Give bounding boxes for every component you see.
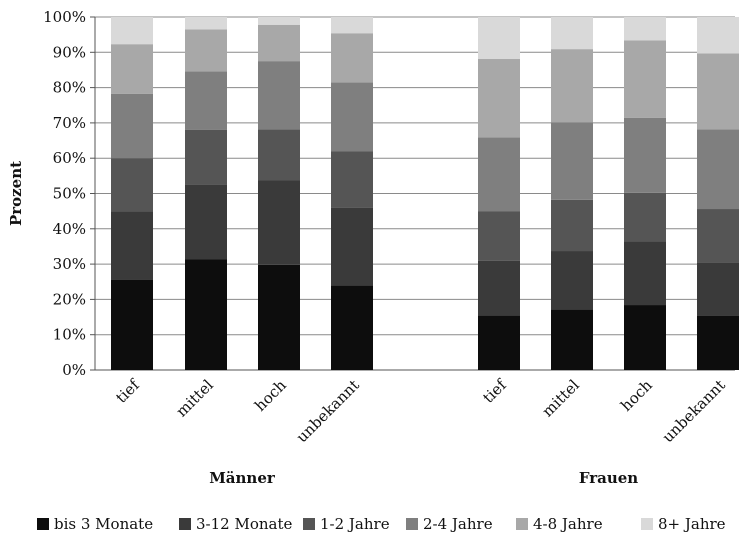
bar-segment-5 <box>258 24 300 62</box>
y-tick-label: 30% <box>53 255 86 273</box>
bar-segment-4 <box>624 117 666 193</box>
legend-label: bis 3 Monate <box>54 515 153 533</box>
bar-segment-6 <box>258 17 300 25</box>
bar-segment-3 <box>258 129 300 181</box>
bar-segment-3 <box>478 211 520 261</box>
y-tick-label: 90% <box>53 43 86 61</box>
bar-segment-3 <box>111 158 153 212</box>
x-group-label: Frauen <box>579 469 638 487</box>
y-tick-label: 80% <box>53 79 86 97</box>
bar-segment-2 <box>624 241 666 306</box>
bar-segment-6 <box>697 17 739 54</box>
bar-segment-6 <box>478 17 520 60</box>
bar-segment-1 <box>697 315 739 370</box>
bar-segment-1 <box>478 315 520 370</box>
legend-label: 2-4 Jahre <box>423 515 493 533</box>
bar-segment-4 <box>185 71 227 130</box>
bar-segment-3 <box>697 209 739 263</box>
bar-segment-4 <box>697 129 739 210</box>
bar-segment-6 <box>185 17 227 30</box>
bar-segment-6 <box>111 17 153 45</box>
bar-segment-5 <box>185 29 227 72</box>
y-tick-label: 70% <box>53 114 86 132</box>
bar-segment-6 <box>624 17 666 41</box>
bar-segment-1 <box>185 259 227 370</box>
bar-segment-5 <box>551 49 593 123</box>
bar-segment-1 <box>258 264 300 370</box>
bar-segment-2 <box>551 251 593 310</box>
bar-segment-2 <box>111 211 153 280</box>
y-axis-title: Prozent <box>7 161 25 226</box>
legend-swatch <box>303 518 315 530</box>
legend-swatch <box>516 518 528 530</box>
bar-segment-6 <box>551 17 593 50</box>
bar-segment-6 <box>331 17 373 34</box>
y-tick-label: 40% <box>53 220 86 238</box>
bar-segment-4 <box>478 137 520 212</box>
y-tick-label: 60% <box>53 149 86 167</box>
bar-segment-1 <box>111 279 153 370</box>
y-tick-label: 10% <box>53 326 86 344</box>
y-tick-label: 20% <box>53 290 86 308</box>
bar-segment-5 <box>478 59 520 138</box>
bar-segment-4 <box>331 82 373 152</box>
bar-segment-2 <box>478 260 520 316</box>
legend-swatch <box>37 518 49 530</box>
y-tick-label: 0% <box>62 361 86 379</box>
x-category-label: mittel <box>538 376 583 421</box>
legend-label: 4-8 Jahre <box>533 515 603 533</box>
y-tick-label: 50% <box>53 185 86 203</box>
x-category-label: unbekannt <box>659 376 729 446</box>
legend-label: 3-12 Monate <box>196 515 292 533</box>
legend-swatch <box>641 518 653 530</box>
bar-segment-2 <box>258 180 300 265</box>
bar-segment-5 <box>111 44 153 94</box>
bar-segment-5 <box>624 40 666 118</box>
x-group-label: Männer <box>209 469 276 487</box>
x-category-label: hoch <box>617 376 656 415</box>
bar-segment-3 <box>551 199 593 252</box>
legend-label: 8+ Jahre <box>658 515 726 533</box>
legend-label: 1-2 Jahre <box>320 515 390 533</box>
legend-swatch <box>179 518 191 530</box>
bar-segment-3 <box>624 192 666 242</box>
bar-segment-1 <box>624 305 666 370</box>
bar-segment-4 <box>111 93 153 159</box>
bar-segment-1 <box>551 309 593 370</box>
bar-segment-4 <box>551 122 593 200</box>
bar-segment-2 <box>185 184 227 260</box>
bar-segment-3 <box>331 151 373 208</box>
bar-segment-2 <box>697 262 739 316</box>
x-category-label: tief <box>479 375 511 407</box>
y-tick-label: 100% <box>43 8 86 26</box>
bar-segment-2 <box>331 207 373 286</box>
bar-segment-5 <box>331 33 373 83</box>
legend-swatch <box>406 518 418 530</box>
x-category-label: mittel <box>172 376 217 421</box>
bar-segment-1 <box>331 285 373 370</box>
bar-segment-4 <box>258 61 300 130</box>
bar-segment-3 <box>185 129 227 185</box>
x-category-label: unbekannt <box>293 376 363 446</box>
bar-segment-5 <box>697 53 739 130</box>
x-category-label: hoch <box>251 376 290 415</box>
x-category-label: tief <box>112 375 144 407</box>
